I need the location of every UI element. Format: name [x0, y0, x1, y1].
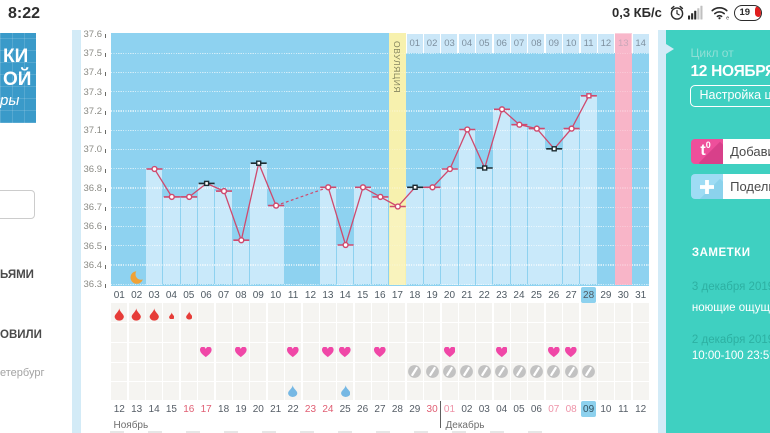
svg-text:e: e [726, 16, 729, 21]
